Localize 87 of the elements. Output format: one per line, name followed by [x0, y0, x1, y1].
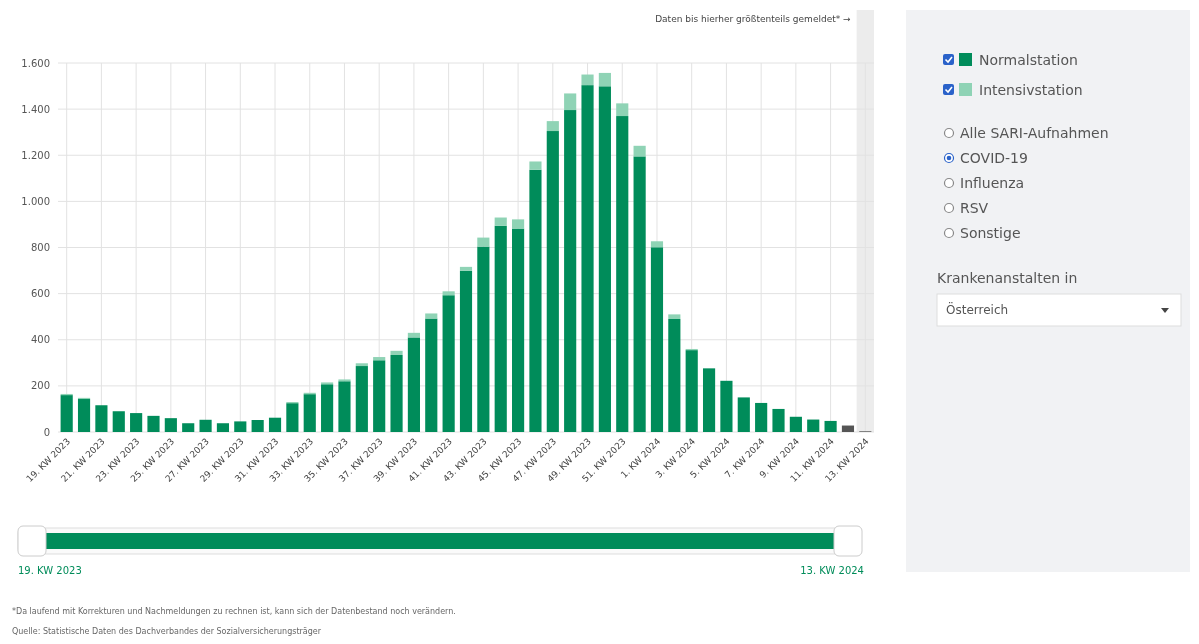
bar — [668, 318, 681, 432]
bar — [130, 413, 143, 432]
y-tick-label: 1.200 — [21, 149, 50, 161]
bar — [702, 368, 716, 432]
bar — [616, 103, 629, 117]
text: 13. KW 2024 — [800, 565, 864, 576]
bar — [77, 399, 91, 432]
bar — [251, 420, 264, 432]
bar — [494, 217, 507, 226]
bar — [598, 86, 611, 432]
bar — [321, 384, 334, 432]
band-label: Daten bis hierher größtenteils gemeldet* → — [655, 14, 852, 24]
bar — [546, 121, 559, 132]
bar — [598, 72, 611, 87]
bar — [390, 354, 403, 432]
bar — [60, 395, 73, 432]
bar — [529, 169, 542, 432]
bar — [95, 405, 108, 432]
bar — [390, 350, 403, 355]
bar — [442, 291, 455, 296]
bar — [824, 420, 837, 432]
bar — [581, 74, 594, 86]
bar — [459, 270, 473, 432]
bar — [772, 408, 785, 432]
category-label: 19. KW 2023 — [18, 565, 82, 576]
bar — [494, 225, 507, 432]
bar — [668, 314, 681, 319]
text: Alle SARI-Aufnahmen — [960, 124, 1109, 141]
bar — [529, 161, 542, 170]
bar — [355, 363, 368, 367]
bar — [425, 318, 438, 432]
bar — [807, 419, 820, 432]
bar — [616, 116, 629, 432]
bar — [633, 156, 646, 432]
bar — [338, 381, 351, 432]
y-tick-label: 800 — [30, 242, 50, 253]
bar — [199, 419, 212, 432]
bar — [841, 425, 855, 432]
bar — [685, 350, 698, 432]
bar — [373, 360, 386, 432]
text: RSV — [960, 199, 989, 216]
text: Sonstige — [960, 224, 1021, 241]
bar — [477, 246, 490, 432]
bar — [755, 402, 768, 432]
bar — [650, 247, 664, 432]
y-tick-label: 200 — [30, 380, 50, 392]
bar — [720, 380, 733, 432]
bar — [112, 411, 125, 432]
text: Krankenanstalten in — [937, 269, 1078, 286]
y-tick-label: 1.000 — [21, 195, 50, 207]
y-tick-label: 600 — [30, 288, 50, 300]
bar — [286, 403, 299, 432]
bar — [581, 85, 594, 432]
bar — [164, 418, 177, 432]
bar — [564, 93, 577, 111]
bar — [303, 394, 316, 432]
bar — [442, 295, 455, 432]
bar — [512, 228, 525, 432]
y-tick-label: 400 — [30, 334, 50, 346]
y-tick-label: 1.400 — [21, 103, 50, 115]
bar — [216, 423, 230, 432]
bar — [512, 219, 525, 229]
text: Österreich — [946, 301, 1009, 318]
bar — [546, 131, 559, 432]
bar — [477, 237, 490, 247]
text: *Da laufend mit Korrekturen und Nachmeldungen zu rechnen ist, kann sich der Datenbestand noch verändern. — [12, 607, 456, 616]
bar — [650, 241, 664, 248]
bar — [234, 421, 247, 432]
bar — [737, 397, 750, 432]
bar — [564, 110, 577, 432]
bar — [407, 337, 420, 432]
y-tick-label: 1.600 — [21, 57, 50, 69]
bar — [355, 366, 368, 432]
bar — [373, 357, 386, 361]
bar — [789, 416, 802, 432]
legend-label: Normalstation — [979, 51, 1078, 68]
source-note: Quelle: Statistische Daten des Dachverbandes der Sozialversicherungsträger — [12, 627, 322, 636]
y-tick-label: 0 — [43, 426, 50, 438]
text: Influenza — [960, 174, 1025, 191]
bar — [182, 423, 195, 432]
text: COVID-19 — [960, 149, 1028, 166]
bar — [425, 313, 438, 319]
bar — [633, 145, 646, 157]
legend-label: Intensivstation — [979, 81, 1083, 98]
bar — [147, 415, 160, 432]
bar — [268, 417, 282, 432]
bar — [459, 266, 473, 271]
